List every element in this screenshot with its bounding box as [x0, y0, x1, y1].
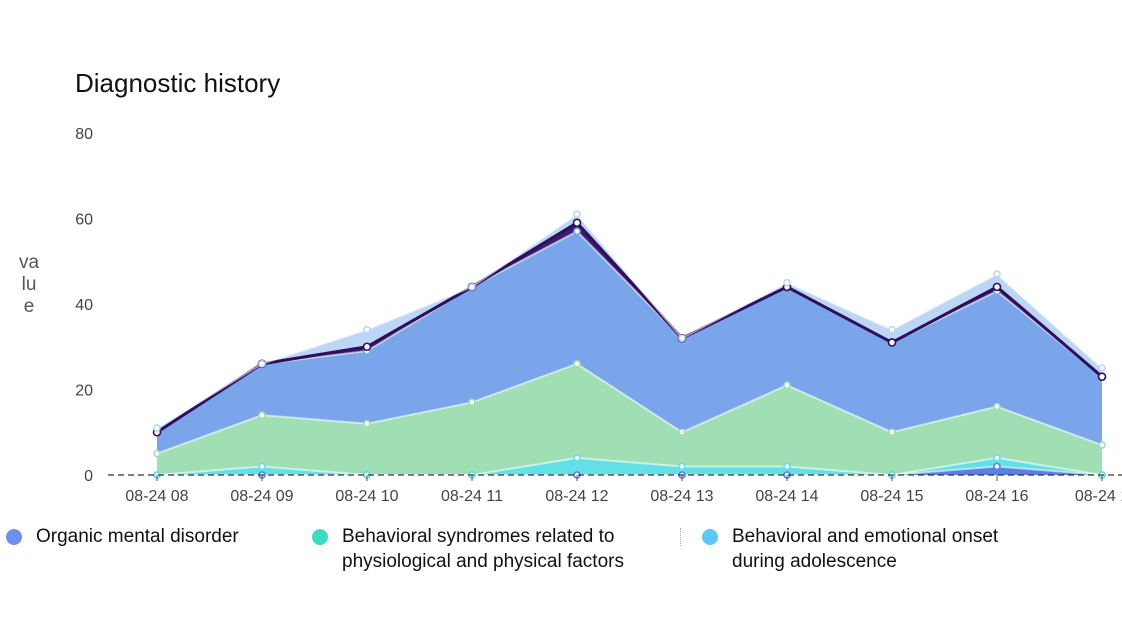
- y-tick-label: 0: [84, 468, 93, 485]
- data-point-5-4: [573, 210, 581, 219]
- data-point-5-7: [888, 325, 896, 334]
- data-point-4-8: [992, 282, 1002, 292]
- y-tick-label: 20: [75, 383, 93, 400]
- data-point-1-1: [258, 462, 266, 471]
- data-point-1-6: [783, 462, 791, 471]
- data-point-5-0: [153, 424, 161, 432]
- legend-item-organic[interactable]: Organic mental disorder: [0, 524, 286, 549]
- data-point-5-5: [678, 334, 686, 343]
- legend-separator: [680, 528, 681, 546]
- legend-dot-icon: [702, 529, 718, 545]
- legend-label: Behavioral and emotional onset during ad…: [732, 526, 999, 572]
- area-series-3: [157, 231, 1102, 454]
- x-tick-label: 08-24 13: [650, 488, 713, 505]
- x-tick-label: 08-24 16: [965, 488, 1028, 505]
- series-line-3: [156, 230, 1103, 434]
- data-point-4-2: [362, 342, 372, 352]
- y-axis-label: value: [18, 252, 40, 317]
- data-point-2-6: [783, 381, 791, 390]
- legend-item-behavioral-emotional[interactable]: Behavioral and emotional onset during ad…: [702, 524, 1052, 574]
- data-point-2-8: [993, 402, 1001, 411]
- y-tick-label: 80: [75, 126, 93, 143]
- data-point-5-1: [258, 360, 266, 368]
- data-point-2-7: [888, 428, 896, 437]
- legend-item-behavioral-syndromes[interactable]: Behavioral syndromes related to physiolo…: [312, 524, 672, 574]
- area-series-5: [157, 214, 1102, 433]
- x-tick-label: 08-24 10: [335, 488, 398, 505]
- data-point-3-4: [573, 227, 581, 236]
- data-point-1-8: [993, 454, 1001, 462]
- legend-label: Behavioral syndromes related to physiolo…: [342, 526, 624, 572]
- series-line-5: [156, 212, 1103, 429]
- area-series-2: [157, 363, 1102, 475]
- data-point-2-3: [468, 398, 476, 407]
- series-line-2: [156, 362, 1103, 455]
- legend: Organic mental disorder Behavioral syndr…: [0, 524, 1122, 584]
- data-point-5-3: [468, 283, 476, 291]
- data-point-5-2: [363, 325, 371, 334]
- x-tick-label: 08-24 15: [860, 488, 923, 505]
- data-point-1-5: [678, 462, 686, 471]
- data-point-1-4: [573, 454, 581, 462]
- y-tick-label: 60: [75, 212, 93, 229]
- data-point-2-1: [258, 411, 266, 419]
- area-series-1: [157, 457, 1102, 475]
- data-point-5-6: [783, 278, 791, 287]
- x-tick-label: 08-24 1: [1075, 488, 1122, 505]
- x-tick-label: 08-24 12: [545, 488, 608, 505]
- series-line-1: [156, 456, 1103, 477]
- data-point-2-4: [573, 360, 581, 368]
- data-point-2-2: [363, 419, 371, 428]
- legend-dot-icon: [6, 529, 22, 545]
- x-tick-label: 08-24 08: [125, 488, 188, 505]
- data-point-0-8: [993, 462, 1001, 471]
- data-point-4-9: [1097, 372, 1107, 381]
- data-point-2-9: [1098, 441, 1106, 449]
- data-point-2-5: [678, 428, 686, 437]
- data-point-4-4: [572, 218, 582, 228]
- legend-label: Organic mental disorder: [36, 526, 239, 547]
- data-point-2-0: [153, 449, 161, 458]
- x-tick-label: 08-24 11: [441, 488, 503, 505]
- area-chart: 0 20 40 60 80 08-24 08 08-24 09 08-24 10 08-24 1…: [75, 126, 1122, 505]
- data-point-5-8: [993, 270, 1001, 278]
- data-point-5-9: [1098, 364, 1106, 372]
- data-point-4-7: [887, 338, 897, 347]
- y-tick-label: 40: [75, 297, 93, 314]
- x-tick-label: 08-24 09: [230, 488, 293, 505]
- x-tick-label: 08-24 14: [755, 488, 818, 505]
- series-line-4: [156, 220, 1103, 434]
- chart-title: Diagnostic history: [75, 68, 281, 98]
- legend-dot-icon: [312, 529, 328, 545]
